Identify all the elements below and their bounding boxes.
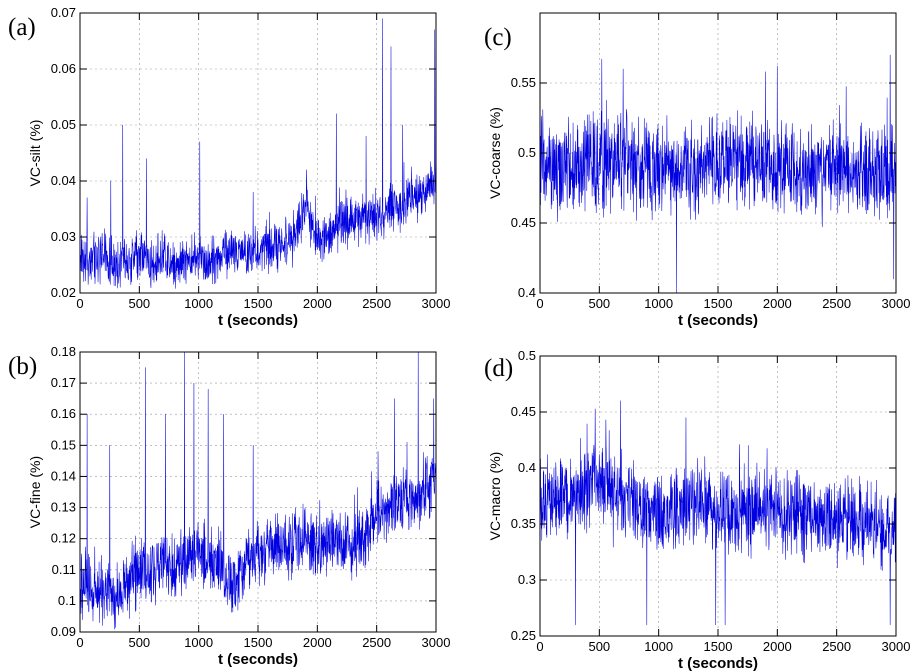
x-tick-label: 2500	[362, 296, 391, 311]
x-tick-label: 0	[536, 639, 543, 654]
panel-letter: (a)	[8, 14, 36, 41]
y-tick-label: 0.4	[518, 460, 536, 475]
y-tick-label: 0.4	[518, 285, 536, 300]
y-tick-label: 0.35	[511, 516, 536, 531]
x-tick-label: 1500	[704, 639, 733, 654]
panel-c: 0 500 1000 1500 2000 2500 3000 0.4 0.45 0.5 0.55 t …	[484, 12, 911, 329]
x-tick-label: 500	[128, 296, 150, 311]
y-tick-label: 0.16	[51, 406, 76, 421]
y-axis-label: VC-fine (%)	[27, 456, 43, 528]
y-tick-label: 0.11	[52, 562, 76, 577]
x-tick-label: 1000	[644, 639, 673, 654]
y-tick-label: 0.06	[51, 61, 76, 76]
x-tick-label: 500	[128, 635, 150, 650]
x-tick-label: 2000	[303, 635, 332, 650]
y-tick-label: 0.07	[51, 5, 76, 20]
y-tick-label: 0.03	[51, 229, 76, 244]
panel-letter: (d)	[484, 355, 513, 382]
x-tick-label: 1500	[244, 296, 273, 311]
y-tick-label: 0.1	[58, 593, 76, 608]
y-tick-label: 0.05	[51, 117, 76, 132]
x-tick-label: 1000	[184, 635, 213, 650]
panel-a: 0 500 1000 1500 2000 2500 3000 0.02 0.03 0.04 0.05…	[8, 5, 450, 329]
x-tick-label: 500	[588, 296, 610, 311]
series-line	[539, 400, 897, 626]
y-tick-label: 0.5	[518, 348, 536, 363]
x-tick-label: 1500	[704, 296, 733, 311]
x-tick-label: 3000	[422, 296, 451, 311]
x-tick-label: 500	[588, 639, 610, 654]
x-tick-label: 3000	[882, 639, 911, 654]
x-axis-label: t (seconds)	[678, 655, 758, 671]
x-tick-label: 2500	[822, 296, 851, 311]
y-tick-label: 0.25	[511, 628, 536, 643]
panel-b: 0 500 1000 1500 2000 2500 3000 0.09 0.1 0.11 0.12 0…	[8, 344, 450, 668]
series-line	[79, 351, 437, 630]
x-tick-label: 2500	[362, 635, 391, 650]
y-axis-label: VC-macro (%)	[487, 452, 503, 541]
x-tick-label: 3000	[422, 635, 451, 650]
series-line	[79, 18, 437, 289]
y-axis-label: VC-coarse (%)	[487, 107, 503, 199]
y-tick-label: 0.12	[51, 531, 76, 546]
y-axis-label: VC-silt (%)	[27, 120, 43, 187]
panel-d: 0 500 1000 1500 2000 2500 3000 0.25 0.3 0.35 0.4 0.…	[484, 348, 910, 671]
x-tick-label: 2500	[822, 639, 851, 654]
x-tick-label: 1500	[244, 635, 273, 650]
y-tick-label: 0.15	[51, 437, 76, 452]
y-tick-label: 0.09	[51, 624, 76, 639]
panel-letter: (c)	[484, 24, 512, 51]
y-tick-label: 0.13	[51, 500, 76, 515]
y-tick-label: 0.02	[51, 285, 76, 300]
x-tick-label: 2000	[763, 296, 792, 311]
y-tick-label: 0.04	[51, 173, 76, 188]
x-tick-label: 0	[76, 635, 83, 650]
y-tick-label: 0.45	[511, 215, 536, 230]
panel-letter: (b)	[8, 353, 37, 380]
x-axis-label: t (seconds)	[218, 312, 298, 329]
y-tick-label: 0.45	[511, 404, 536, 419]
x-axis-label: t (seconds)	[678, 312, 758, 329]
y-tick-label: 0.55	[511, 75, 536, 90]
x-tick-label: 2000	[763, 639, 792, 654]
y-tick-label: 0.5	[518, 145, 536, 160]
x-tick-label: 0	[536, 296, 543, 311]
x-tick-label: 3000	[882, 296, 911, 311]
y-tick-label: 0.18	[51, 344, 76, 359]
series-line	[539, 54, 897, 294]
x-tick-label: 1000	[184, 296, 213, 311]
x-axis-label: t (seconds)	[218, 651, 298, 668]
x-tick-label: 2000	[303, 296, 332, 311]
y-tick-label: 0.17	[51, 375, 76, 390]
x-tick-label: 1000	[644, 296, 673, 311]
y-tick-label: 0.14	[51, 468, 76, 483]
y-tick-label: 0.3	[518, 572, 536, 587]
x-tick-label: 0	[76, 296, 83, 311]
